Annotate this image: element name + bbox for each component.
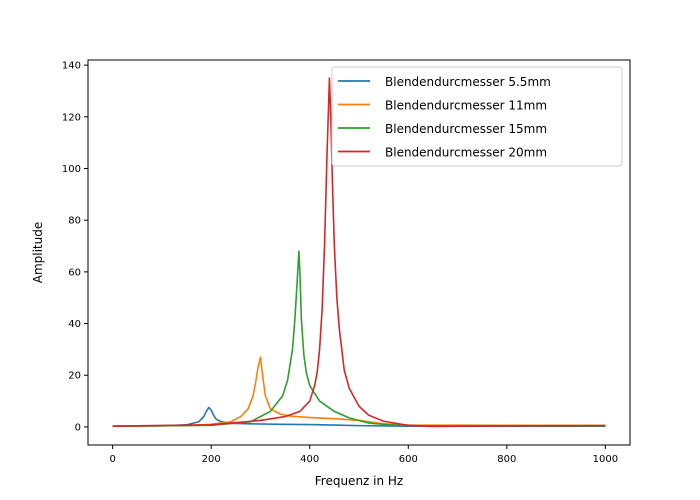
legend-label-3: Blendendurcmesser 20mm	[385, 146, 547, 160]
series-line-1	[112, 356, 606, 427]
y-tick-label-6: 120	[62, 112, 81, 123]
legend-box	[331, 66, 623, 167]
x-tick-label-3: 600	[399, 454, 418, 465]
legend-label-1: Blendendurcmesser 11mm	[385, 99, 547, 113]
x-axis-label: Frequenz in Hz	[315, 474, 403, 488]
y-tick-label-4: 80	[68, 216, 81, 227]
x-tick-label-4: 800	[497, 454, 516, 465]
y-axis-label: Amplitude	[31, 222, 45, 284]
y-tick-label-3: 60	[68, 267, 81, 278]
x-tick-label-0: 0	[109, 454, 115, 465]
y-tick-label-1: 20	[68, 371, 81, 382]
x-tick-label-1: 200	[202, 454, 221, 465]
x-axis: 0 200 400 600 800 1000	[109, 445, 618, 465]
y-tick-label-7: 140	[62, 61, 81, 72]
legend-label-0: Blendendurcmesser 5.5mm	[385, 75, 551, 89]
x-tick-label-2: 400	[300, 454, 319, 465]
y-tick-label-5: 100	[62, 164, 81, 175]
legend-label-2: Blendendurcmesser 15mm	[385, 122, 547, 136]
y-tick-label-0: 0	[75, 422, 81, 433]
plot-frame	[87, 59, 631, 446]
x-tick-label-5: 1000	[593, 454, 618, 465]
y-tick-label-2: 40	[68, 319, 81, 330]
y-axis: 0 20 40 60 80 100 120 140	[62, 61, 88, 433]
series-line-3	[112, 77, 606, 428]
series-line-2	[112, 250, 606, 427]
series-line-0	[112, 406, 606, 427]
plot-area	[112, 77, 606, 428]
legend: Blendendurcmesser 5.5mm Blendendurcmesser…	[331, 66, 623, 167]
